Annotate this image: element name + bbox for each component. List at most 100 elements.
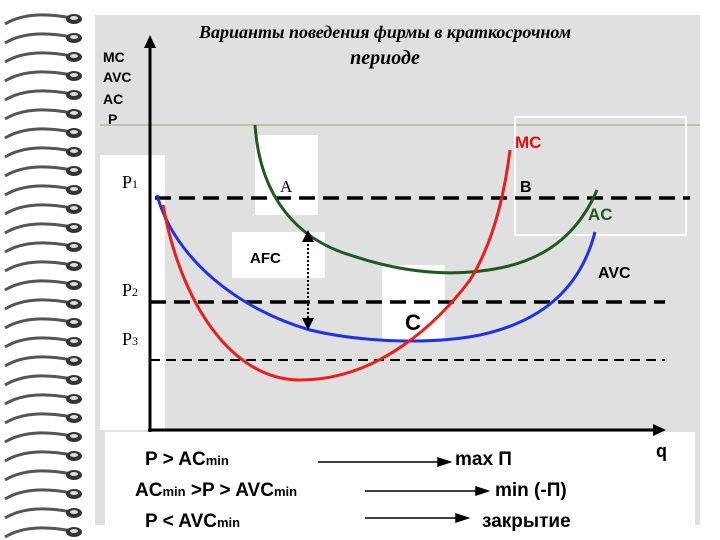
point-label: B [520, 179, 532, 196]
x-axis-label: q [656, 441, 667, 461]
price-labels: P1 P2 P3 [122, 172, 138, 349]
ring [4, 298, 73, 311]
ring [4, 469, 73, 482]
ring [4, 51, 73, 64]
ring [70, 339, 78, 343]
y-axis-label: MC [103, 49, 125, 65]
cond-sub: min [217, 515, 240, 530]
ring [70, 92, 78, 96]
cond-sub: min [162, 484, 185, 499]
arrow-head [455, 512, 471, 524]
ring [4, 450, 73, 463]
ring [70, 491, 78, 495]
ring [70, 149, 78, 153]
ring [4, 374, 73, 387]
curve-label: AC [588, 205, 613, 224]
arrow-head [437, 456, 453, 468]
curve-label: AVC [598, 265, 631, 282]
point-label: C [405, 310, 421, 335]
ring [4, 412, 73, 425]
ring [4, 488, 73, 501]
ring [70, 263, 78, 267]
cond-part: AC [135, 480, 163, 501]
ring [70, 130, 78, 134]
ring [70, 187, 78, 191]
ring [4, 146, 73, 159]
price-label: P3 [122, 329, 138, 349]
arrow-head [302, 230, 314, 242]
rule-condition: P > ACmin [145, 449, 229, 470]
y-axis-labels: MC AVC AC P [103, 49, 132, 127]
ring [70, 472, 78, 476]
title: периоде [350, 47, 420, 69]
ring [4, 526, 73, 539]
ring [70, 396, 78, 400]
ring [4, 203, 73, 216]
ring [4, 241, 73, 254]
cond-part: P > AC [145, 449, 206, 470]
rule-result: min (-П) [495, 480, 567, 501]
label-box [514, 116, 687, 236]
ring [4, 260, 73, 273]
ring [70, 225, 78, 229]
ring [70, 282, 78, 286]
price-letter: P [122, 172, 132, 192]
ring [4, 70, 73, 83]
rule-result: закрытие [482, 511, 571, 532]
ring [70, 73, 78, 77]
point-label: AFC [250, 250, 281, 267]
price-label: P2 [122, 280, 138, 300]
ring [4, 431, 73, 444]
price-letter: P [122, 329, 132, 349]
ac-curve [253, 124, 599, 275]
ring [4, 393, 73, 406]
avc-curve [155, 194, 597, 343]
bottom-panel [105, 432, 695, 540]
ring [70, 54, 78, 58]
cond-sub: min [206, 453, 229, 468]
arrow-head [475, 485, 491, 497]
y-axis-label: P [108, 111, 117, 127]
y-axis-label: AC [103, 91, 123, 107]
rule-condition: ACmin >P > AVCmin [135, 480, 297, 501]
ring [4, 108, 73, 121]
axis-arrow [144, 35, 156, 48]
price-index: 1 [132, 177, 138, 191]
price-label: P1 [122, 172, 138, 192]
ring [4, 127, 73, 140]
ring [70, 453, 78, 457]
ring [70, 244, 78, 248]
ring [70, 320, 78, 324]
ring [70, 358, 78, 362]
ring [4, 165, 73, 178]
ring [70, 16, 78, 20]
ring [4, 336, 73, 349]
cond-part: >P > AVC [186, 480, 275, 501]
ring [70, 377, 78, 381]
ring [4, 89, 73, 102]
title: Варианты поведения фирмы в краткосрочном [198, 22, 571, 42]
ring [70, 35, 78, 39]
ring [4, 32, 73, 45]
ring [70, 111, 78, 115]
ring [4, 317, 73, 330]
cond-sub: min [274, 484, 297, 499]
point-labels: A B C AFC MC AC AVC [250, 133, 631, 335]
arrow-head [302, 318, 314, 330]
cond-part: P < AVC [145, 511, 217, 532]
rule-condition: P < AVCmin [145, 511, 240, 532]
ring [70, 434, 78, 438]
ring [70, 510, 78, 514]
ring [4, 184, 73, 197]
ring [70, 206, 78, 210]
price-index: 3 [132, 334, 138, 348]
mc-curve [161, 149, 512, 382]
ring [70, 529, 78, 533]
ring [4, 355, 73, 368]
curve-label: MC [515, 133, 541, 152]
ring [70, 301, 78, 305]
rule-arrows [318, 456, 491, 524]
ring [4, 279, 73, 292]
ring [4, 507, 73, 520]
